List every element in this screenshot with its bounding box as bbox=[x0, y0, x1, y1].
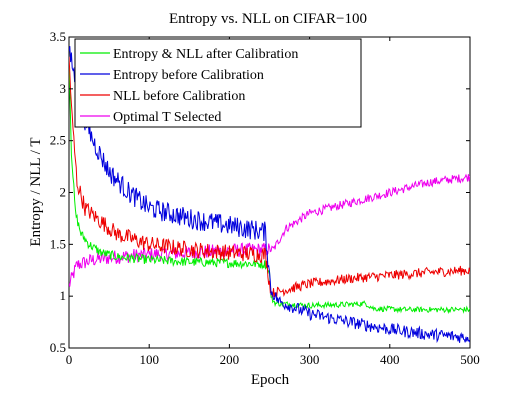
legend-label: NLL before Calibration bbox=[113, 89, 245, 104]
y-axis-label: Entropy / NLL / T bbox=[28, 137, 44, 246]
legend-label: Entropy & NLL after Calibration bbox=[113, 47, 298, 62]
legend: Entropy & NLL after Calibration Entropy b… bbox=[74, 38, 362, 128]
y-tick-label: 1.5 bbox=[50, 236, 66, 251]
legend-label: Optimal T Selected bbox=[113, 110, 221, 125]
x-tick-label: 100 bbox=[139, 352, 159, 367]
chart-title: Entropy vs. NLL on CIFAR−100 bbox=[169, 11, 367, 27]
series-line-2 bbox=[69, 56, 470, 299]
legend-label: Entropy before Calibration bbox=[113, 68, 264, 83]
series-line-3 bbox=[69, 173, 470, 287]
series-layer bbox=[69, 46, 470, 344]
legend-box bbox=[74, 38, 362, 128]
x-tick-label: 300 bbox=[300, 352, 320, 367]
x-axis-label: Epoch bbox=[251, 372, 290, 388]
x-tick-label: 500 bbox=[460, 352, 480, 367]
x-tick-label: 200 bbox=[220, 352, 240, 367]
legend-items: Entropy & NLL after Calibration Entropy b… bbox=[80, 47, 298, 125]
y-tick-label: 2 bbox=[60, 185, 67, 200]
series-line-1 bbox=[69, 46, 470, 344]
x-tick-label: 400 bbox=[380, 352, 400, 367]
x-tick-label: 0 bbox=[66, 352, 73, 367]
y-tick-label: 3.5 bbox=[50, 29, 66, 44]
y-tick-label: 3 bbox=[60, 81, 67, 96]
y-tick-label: 0.5 bbox=[50, 340, 66, 355]
y-axis: 0.5 1 1.5 2 2.5 3 3.5 bbox=[50, 29, 470, 355]
y-tick-label: 1 bbox=[60, 288, 67, 303]
y-tick-label: 2.5 bbox=[50, 133, 66, 148]
